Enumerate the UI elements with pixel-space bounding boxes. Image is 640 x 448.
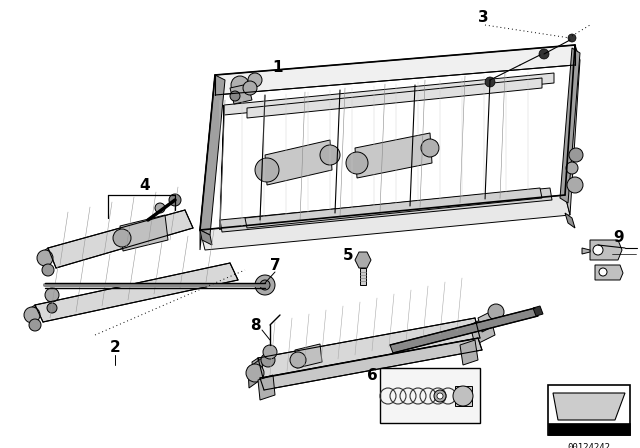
Text: 7: 7 [269,258,280,272]
Circle shape [567,177,583,193]
Polygon shape [533,306,543,316]
Circle shape [24,307,40,323]
Text: 8: 8 [250,318,260,332]
Circle shape [485,77,495,87]
Circle shape [566,162,578,174]
Circle shape [488,304,504,320]
Circle shape [263,345,277,359]
Polygon shape [48,210,193,268]
Circle shape [169,194,181,206]
Polygon shape [252,358,260,382]
Circle shape [243,81,257,95]
Polygon shape [478,308,502,332]
Bar [548,385,630,435]
Polygon shape [230,84,252,104]
Circle shape [261,353,275,367]
Polygon shape [224,73,554,115]
Polygon shape [260,338,482,390]
Circle shape [346,152,368,174]
Polygon shape [245,188,542,228]
Circle shape [593,245,603,255]
Polygon shape [355,252,371,268]
Circle shape [45,288,59,302]
Circle shape [539,49,549,59]
Polygon shape [265,140,332,185]
Text: 3: 3 [477,10,488,26]
Circle shape [421,139,439,157]
Polygon shape [565,45,580,215]
Polygon shape [258,318,480,378]
Polygon shape [565,213,575,228]
Text: 2: 2 [109,340,120,356]
Text: 1: 1 [273,60,284,76]
Polygon shape [258,375,275,400]
Circle shape [290,352,306,368]
Polygon shape [200,75,215,250]
Polygon shape [42,248,50,270]
Text: 5: 5 [342,247,353,263]
Polygon shape [295,344,322,368]
Circle shape [29,319,41,331]
Polygon shape [560,48,580,203]
Polygon shape [120,215,168,251]
Circle shape [37,250,53,266]
Circle shape [42,264,54,276]
Circle shape [47,303,57,313]
Polygon shape [595,265,623,280]
Circle shape [453,386,473,406]
Polygon shape [200,75,225,235]
Circle shape [248,73,262,87]
Text: 9: 9 [614,229,624,245]
Polygon shape [360,268,366,285]
Circle shape [231,76,249,94]
Text: 6: 6 [367,367,378,383]
Polygon shape [220,105,224,230]
Polygon shape [355,133,432,178]
Circle shape [155,203,165,213]
Circle shape [599,268,607,276]
Polygon shape [29,305,37,327]
Circle shape [320,145,340,165]
Polygon shape [35,263,238,322]
Polygon shape [460,340,478,365]
Polygon shape [200,195,570,250]
Polygon shape [390,308,538,353]
Bar [380,368,480,423]
Circle shape [260,280,270,290]
Circle shape [437,393,443,399]
Polygon shape [590,240,622,260]
Polygon shape [470,315,495,345]
Polygon shape [455,386,472,406]
Bar [548,423,630,435]
Text: 4: 4 [140,177,150,193]
Circle shape [255,158,279,182]
Polygon shape [248,358,263,388]
Polygon shape [247,78,542,118]
Circle shape [246,364,264,382]
Text: 00124242: 00124242 [568,443,611,448]
Circle shape [230,91,240,101]
Polygon shape [200,230,212,245]
Polygon shape [215,45,575,95]
Circle shape [113,229,131,247]
Circle shape [569,148,583,162]
Circle shape [568,34,576,42]
Circle shape [434,390,446,402]
Polygon shape [582,248,590,254]
Polygon shape [220,188,552,232]
Polygon shape [553,393,625,420]
Circle shape [255,275,275,295]
